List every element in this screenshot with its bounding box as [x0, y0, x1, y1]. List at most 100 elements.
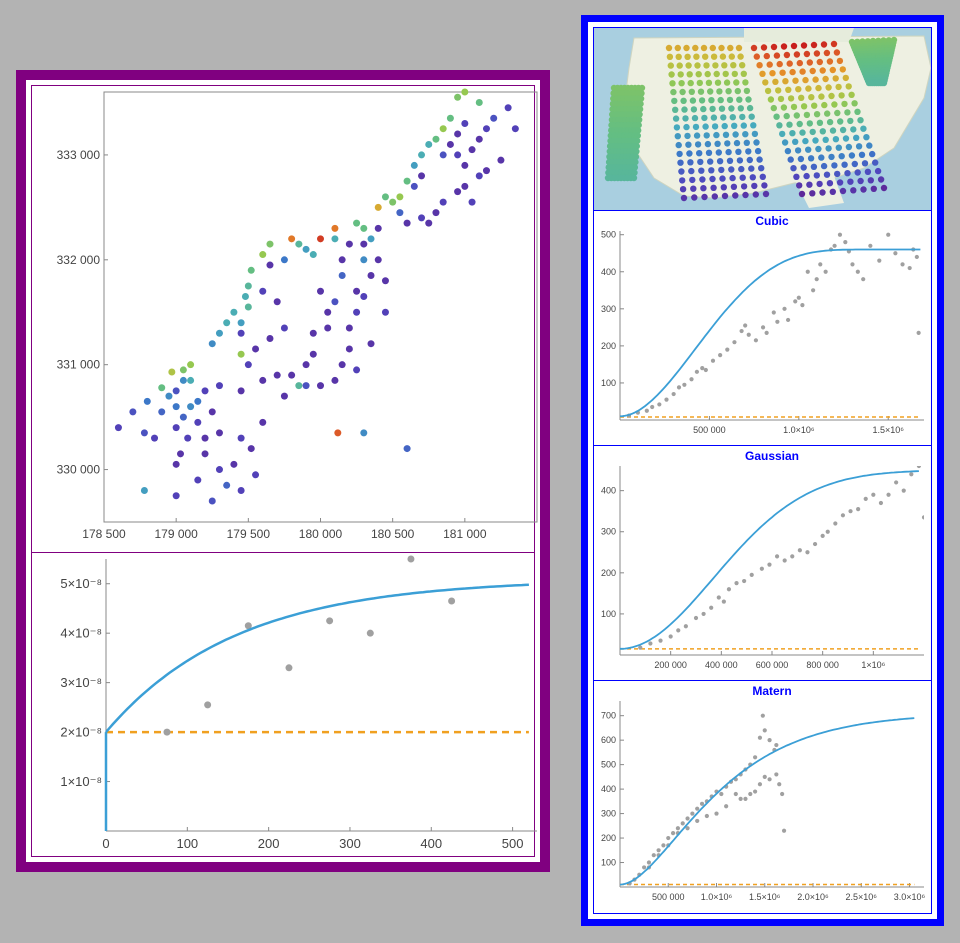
- empirical-point: [732, 340, 737, 345]
- empirical-point: [886, 232, 891, 237]
- data-point: [331, 298, 339, 306]
- map-sample-point: [732, 192, 739, 199]
- map-sample-point: [834, 109, 841, 117]
- y-tick-label: 500: [601, 230, 616, 240]
- right-panel-inner: 500 000 1.0×10⁶ 1.5×10⁶ 100 200 300 400 500 Cubi…: [593, 27, 932, 914]
- variogram-chart: 0 100 200 300 400 500 1×10⁻⁸ 2×10⁻⁸ 3×10⁻⁸ 4×10⁻⁸…: [60, 555, 537, 851]
- fitted-curve: [620, 248, 921, 418]
- empirical-point: [724, 804, 729, 809]
- data-point: [172, 403, 180, 411]
- map-sample-point: [686, 150, 693, 157]
- map-sample-point: [753, 139, 760, 146]
- map-sample-point: [830, 40, 838, 48]
- data-point: [317, 287, 324, 295]
- data-point: [241, 293, 249, 301]
- map-sample-point: [720, 184, 727, 191]
- map-sample-point: [805, 146, 812, 153]
- map-sample-point: [877, 176, 885, 183]
- map-sample-point: [637, 95, 645, 102]
- map-sample-point: [751, 182, 758, 190]
- map-sample-point: [839, 66, 846, 73]
- map-sample-point: [837, 118, 844, 125]
- data-point: [215, 429, 223, 437]
- empirical-point: [909, 472, 914, 477]
- map-sample-point: [834, 170, 841, 178]
- map-sample-point: [703, 62, 710, 69]
- empirical-point: [725, 347, 730, 352]
- empirical-point: [856, 507, 861, 512]
- empirical-point: [833, 521, 838, 526]
- empirical-point: [774, 742, 779, 748]
- map-sample-point: [850, 187, 857, 194]
- empirical-point: [767, 777, 772, 782]
- map-sample-point: [632, 158, 639, 166]
- empirical-point: [907, 265, 912, 271]
- map-sample-point: [705, 79, 713, 86]
- map-sample-point: [753, 53, 760, 60]
- map-sample-point: [718, 105, 726, 112]
- map-sample-point: [779, 69, 786, 76]
- map-sample-point: [691, 114, 699, 122]
- data-point: [184, 434, 192, 442]
- map-sample-point: [632, 153, 640, 160]
- map-sample-point: [700, 105, 707, 113]
- empirical-point: [733, 791, 738, 797]
- x-tick-label: 400: [420, 836, 442, 851]
- chart-title: Matern: [752, 684, 791, 698]
- map-sample-point: [701, 193, 708, 201]
- map-sample-point: [745, 96, 752, 103]
- map-sample-point: [787, 95, 795, 102]
- map-sample-point: [711, 193, 718, 200]
- map-sample-point: [815, 84, 822, 92]
- map-sample-point: [680, 97, 687, 105]
- data-point: [345, 240, 353, 248]
- data-point: [176, 450, 184, 458]
- map-sample-point: [729, 174, 736, 182]
- map-sample-point: [813, 50, 821, 57]
- data-point: [273, 371, 281, 379]
- map-sample-point: [683, 44, 690, 52]
- map-sample-point: [730, 62, 737, 69]
- data-point: [266, 240, 274, 248]
- empirical-point: [680, 821, 685, 826]
- y-tick-label: 332 000: [57, 253, 101, 267]
- map-sample-point: [699, 176, 706, 183]
- map-sample-point: [751, 130, 759, 138]
- map-sample-point: [782, 78, 789, 85]
- map-sample-point: [733, 139, 741, 147]
- empirical-point: [651, 853, 656, 858]
- map-sample-point: [853, 134, 860, 141]
- data-point: [151, 434, 159, 442]
- map-sample-point: [792, 138, 799, 145]
- data-point: [360, 256, 368, 264]
- data-point: [324, 308, 332, 316]
- data-point: [425, 140, 433, 148]
- data-point: [490, 114, 498, 122]
- y-tick-label: 100: [601, 858, 616, 868]
- map-sample-point: [708, 167, 715, 174]
- map-sample-point: [735, 44, 743, 52]
- map-sample-point: [687, 159, 694, 166]
- plot-frame: [103, 91, 538, 523]
- data-point: [461, 119, 469, 127]
- data-point: [201, 450, 209, 458]
- empirical-point: [848, 509, 853, 514]
- map-sample-point: [689, 97, 697, 104]
- map-sample-point: [775, 87, 782, 94]
- map-sample-point: [802, 76, 809, 84]
- map-sample-point: [841, 100, 848, 108]
- data-point: [482, 167, 490, 175]
- map-sample-point: [793, 173, 800, 180]
- map-sample-point: [811, 102, 818, 109]
- data-point: [247, 445, 255, 453]
- map-sample-point: [636, 111, 643, 118]
- fitted-curve: [620, 717, 915, 886]
- plot-area: [620, 466, 924, 650]
- map-sample-point: [763, 52, 770, 60]
- map-sample-point: [799, 68, 806, 75]
- data-point: [334, 429, 342, 437]
- data-point: [172, 492, 180, 500]
- empirical-point: [814, 277, 819, 282]
- map-sample-point: [831, 162, 838, 169]
- map-sample-point: [796, 120, 803, 128]
